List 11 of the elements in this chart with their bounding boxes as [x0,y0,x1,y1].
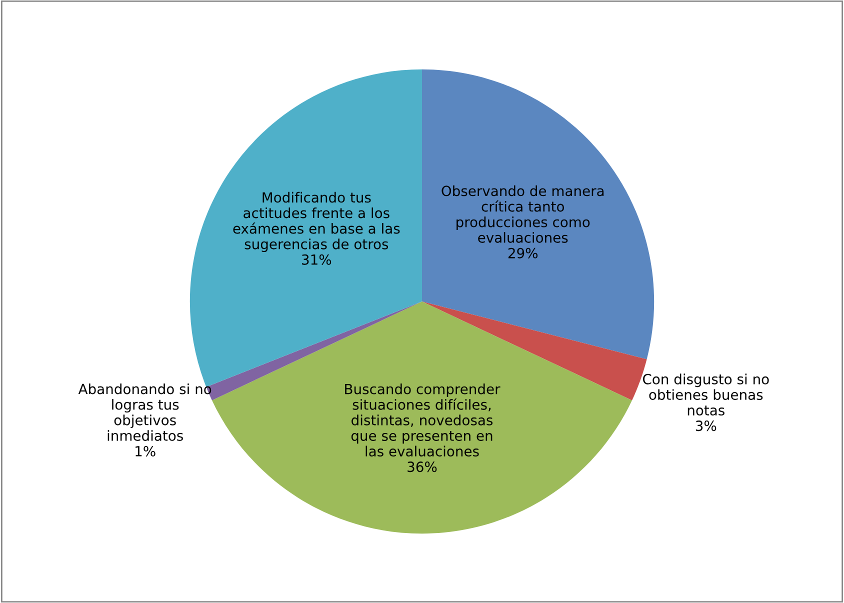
data-label: 31% [302,254,332,265]
pie-slice [422,69,654,360]
slice-label: Modificando tus actitudes frente a los exámenes en base a las sugerencias de otros [233,192,400,252]
data-label: 1% [136,446,156,456]
slice-label: Buscando comprender situaciones difíciles, distintas, novedosas que se presenten en las evaluaciones [345,384,500,457]
pie-slice [212,302,632,534]
data-label: 29% [508,248,538,258]
slice-label: Observando de manera crítica tanto producciones como evaluaciones [442,185,604,243]
slice-label: Con disgusto si no obtienes buenas notas [643,374,769,416]
data-label: 36% [408,462,437,472]
data-label: 3% [696,420,716,432]
